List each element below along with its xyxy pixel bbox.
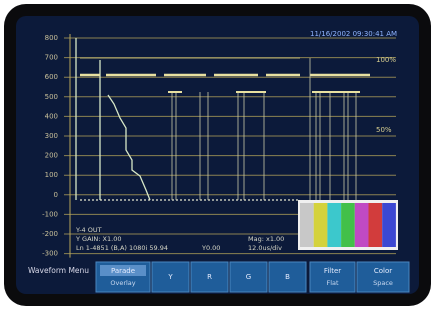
menu-button-label[interactable]: Y — [167, 273, 173, 281]
menu-button-sublabel[interactable]: Space — [373, 279, 393, 287]
color-bar — [327, 203, 341, 247]
scale-label: 400 — [45, 112, 58, 120]
menu-title: Waveform Menu — [28, 266, 89, 275]
menu-button-label[interactable]: Parade — [111, 267, 135, 275]
scale-label: -100 — [42, 210, 58, 218]
scale-label: -200 — [42, 230, 58, 238]
menu-button-label[interactable]: Color — [374, 267, 392, 275]
scale-label: 500 — [45, 93, 58, 101]
position: Y0.00 — [201, 244, 220, 252]
scale-label: -300 — [42, 250, 58, 258]
sweep: 12.0us/div — [248, 244, 282, 252]
menu-button-label[interactable]: Filter — [324, 267, 341, 275]
status-line: Y GAIN: X1.00 — [75, 235, 121, 243]
status-line: Ln 1-4851 (B,A) 1080i 59.94 — [76, 244, 168, 252]
percent-marker: 50% — [376, 126, 392, 134]
scale-label: 700 — [45, 54, 58, 62]
menu-button-label[interactable]: R — [207, 273, 212, 281]
scale-label: 0 — [54, 191, 58, 199]
monitor: 11/16/2002 09:30:41 AM 100% 50% Y-4 OUT … — [0, 0, 435, 310]
menu-button-sublabel[interactable]: Overlay — [110, 279, 135, 287]
color-bar — [300, 203, 314, 247]
menu-bar: Parade Overlay Y R G B Filter Flat Color Space — [96, 262, 409, 292]
color-bar — [369, 203, 383, 247]
scale-label: 600 — [45, 73, 58, 81]
magnification: Mag: x1.00 — [248, 235, 284, 243]
color-bar — [382, 203, 396, 247]
color-bars — [298, 200, 398, 250]
color-bar — [341, 203, 355, 247]
percent-marker: 100% — [376, 56, 396, 64]
scale-label: 200 — [45, 152, 58, 160]
timestamp: 11/16/2002 09:30:41 AM — [310, 30, 397, 38]
menu-button-label[interactable]: G — [246, 273, 251, 281]
menu-button-label[interactable]: B — [285, 273, 290, 281]
page: 11/16/2002 09:30:41 AM 100% 50% Y-4 OUT … — [0, 0, 435, 310]
status-line: Y-4 OUT — [75, 226, 102, 234]
scale-label: 800 — [45, 34, 58, 42]
scale-label: 300 — [45, 132, 58, 140]
scale-label: 100 — [45, 171, 58, 179]
menu-button-sublabel[interactable]: Flat — [326, 279, 339, 287]
color-bar — [314, 203, 328, 247]
color-bar — [355, 203, 369, 247]
